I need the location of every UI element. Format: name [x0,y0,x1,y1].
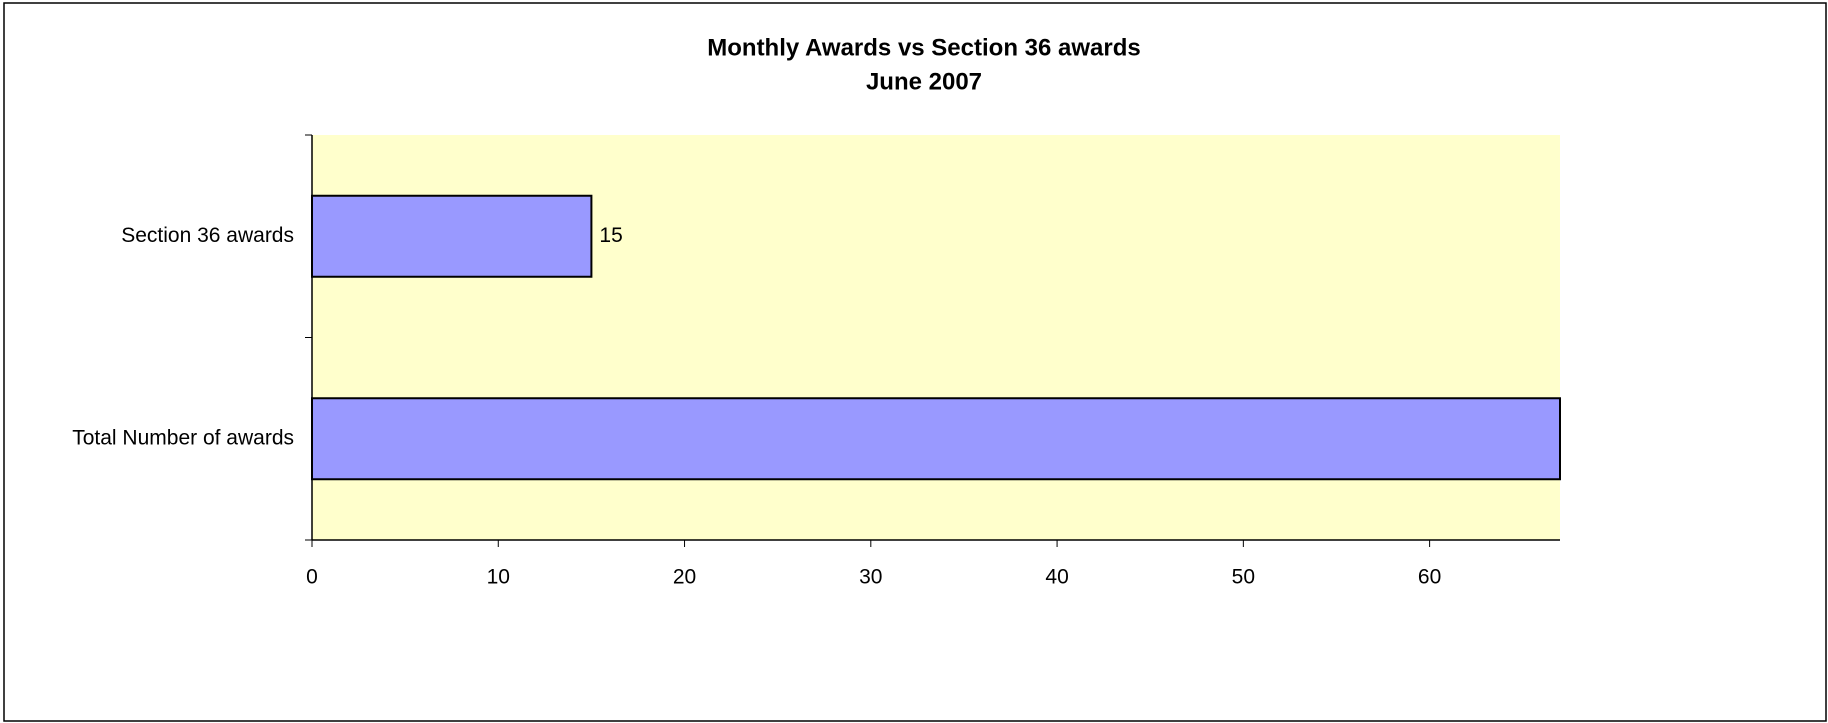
y-tick-label: Total Number of awards [72,426,294,449]
bar [311,194,593,278]
x-tick-label: 60 [1418,566,1441,589]
bar [311,397,1561,481]
x-tick-label: 0 [306,566,318,589]
chart-subtitle: June 2007 [866,68,982,95]
x-tick-label: 30 [859,566,882,589]
y-tick-label: Section 36 awards [121,224,294,247]
x-tick-label: 40 [1045,566,1068,589]
chart-title: Monthly Awards vs Section 36 awards [707,34,1140,61]
data-label: 15 [599,224,622,247]
x-tick-label: 20 [673,566,696,589]
x-tick-label: 50 [1232,566,1255,589]
x-tick-label: 10 [487,566,510,589]
